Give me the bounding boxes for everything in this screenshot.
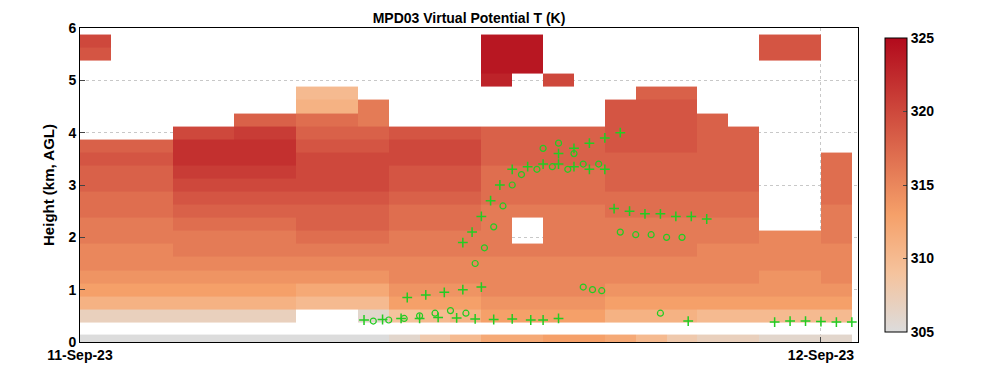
svg-text:0: 0 bbox=[68, 334, 76, 350]
svg-text:305: 305 bbox=[911, 324, 935, 340]
svg-text:MPD03 Virtual Potential T (K): MPD03 Virtual Potential T (K) bbox=[373, 10, 566, 26]
svg-text:5: 5 bbox=[68, 72, 76, 88]
svg-text:12-Sep-23: 12-Sep-23 bbox=[788, 347, 854, 363]
svg-text:310: 310 bbox=[911, 250, 935, 266]
svg-text:1: 1 bbox=[68, 282, 76, 298]
svg-text:Height (km, AGL): Height (km, AGL) bbox=[40, 124, 57, 246]
svg-text:4: 4 bbox=[68, 125, 76, 141]
svg-text:2: 2 bbox=[68, 229, 76, 245]
svg-text:11-Sep-23: 11-Sep-23 bbox=[47, 347, 113, 363]
svg-text:325: 325 bbox=[911, 30, 935, 46]
svg-text:315: 315 bbox=[911, 177, 935, 193]
svg-text:6: 6 bbox=[68, 20, 76, 36]
svg-text:320: 320 bbox=[911, 103, 935, 119]
svg-text:3: 3 bbox=[68, 177, 76, 193]
